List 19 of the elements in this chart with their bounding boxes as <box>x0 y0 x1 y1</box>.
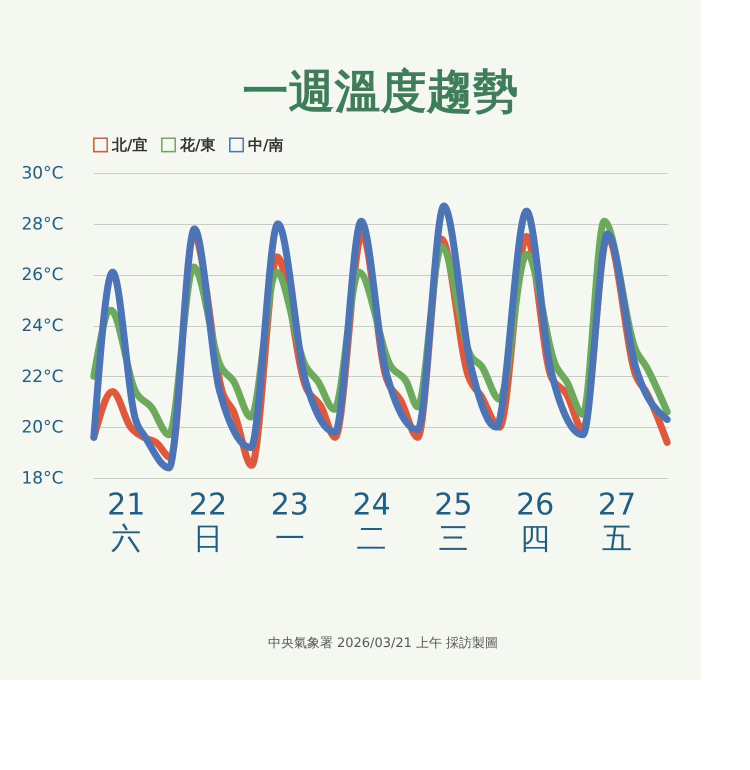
x-tick-label: 27 五 <box>598 488 636 556</box>
x-tick-label: 22 日 <box>188 488 228 556</box>
y-tick-label: 30°C <box>21 164 64 184</box>
text: 中央氣象署 2026/03/21 上午 採訪製圖 <box>268 636 498 651</box>
y-tick-label: 18°C <box>21 468 64 488</box>
legend-label: 花/東 <box>179 136 216 154</box>
y-tick-label: 24°C <box>21 316 64 336</box>
x-tick-label: 26 四 <box>516 488 554 556</box>
x-tick-label: 24 二 <box>352 488 391 556</box>
x-tick-label: 23 一 <box>270 488 309 556</box>
x-tick-label: 25 三 <box>434 488 472 556</box>
y-tick-label: 28°C <box>21 214 64 234</box>
y-tick-label: 20°C <box>21 418 64 438</box>
legend-label: 中/南 <box>248 136 284 154</box>
chart-title: 一週溫度趨勢 <box>242 64 518 118</box>
y-tick-label: 22°C <box>21 366 64 387</box>
y-tick-label: 26°C <box>21 265 64 286</box>
legend-label: 北/宜 <box>111 136 148 154</box>
x-tick-label: 21 六 <box>107 488 146 556</box>
